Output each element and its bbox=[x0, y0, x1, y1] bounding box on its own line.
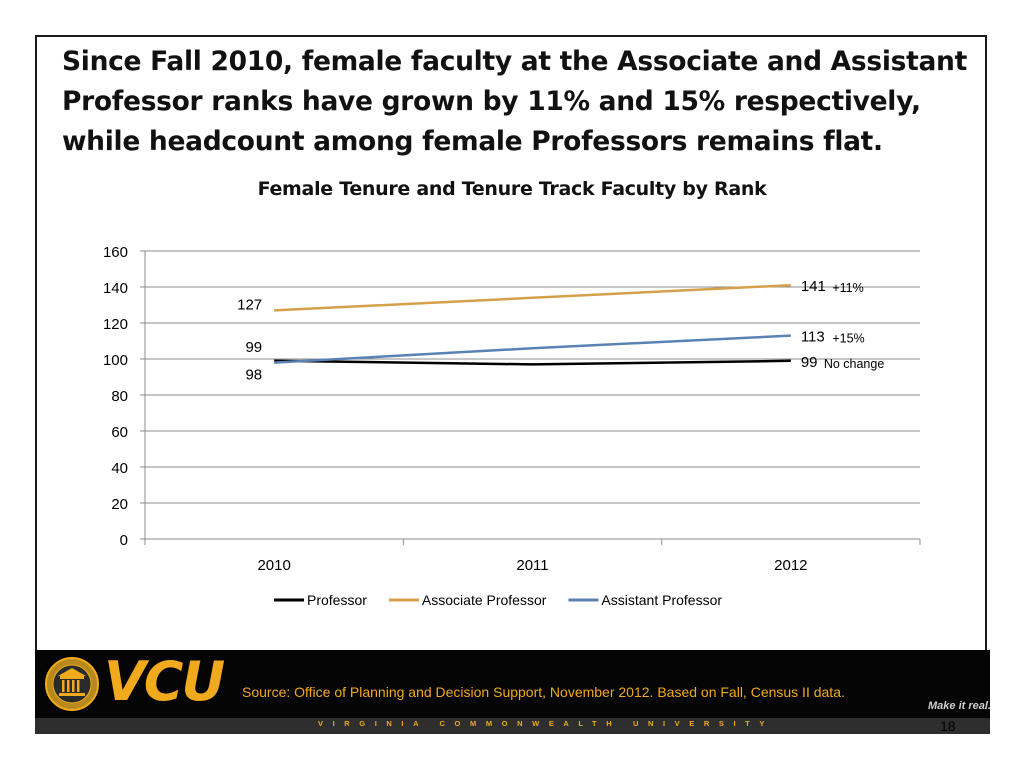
data-label-assistant-professor-start: 98 bbox=[245, 367, 262, 384]
chart-title: Female Tenure and Tenure Track Faculty b… bbox=[257, 178, 767, 200]
legend-label-associate-professor: Associate Professor bbox=[422, 592, 547, 608]
y-tick-label: 20 bbox=[111, 496, 128, 513]
footer-bar bbox=[35, 650, 990, 718]
tagline: Make it real. bbox=[928, 700, 991, 712]
y-tick-label: 80 bbox=[111, 388, 128, 405]
y-tick-label: 140 bbox=[103, 280, 128, 297]
slide-frame bbox=[35, 35, 987, 733]
data-label-professor-start: 99 bbox=[245, 339, 262, 356]
page-number: 18 bbox=[940, 718, 956, 734]
slide-headline: Since Fall 2010, female faculty at the A… bbox=[62, 46, 967, 157]
data-label-associate-professor-end: 141 bbox=[801, 278, 826, 295]
change-note-professor: No change bbox=[824, 357, 885, 371]
university-name: VIRGINIA COMMONWEALTH UNIVERSITY bbox=[318, 719, 774, 728]
data-label-associate-professor-start: 127 bbox=[237, 296, 262, 313]
y-tick-label: 60 bbox=[111, 424, 128, 441]
series-line-professor bbox=[274, 359, 791, 366]
x-tick-label: 2010 bbox=[257, 557, 290, 574]
vcu-logo-text: VCU bbox=[104, 650, 225, 713]
legend-label-professor: Professor bbox=[307, 592, 367, 608]
y-tick-label: 100 bbox=[103, 352, 128, 369]
x-tick-label: 2012 bbox=[774, 557, 807, 574]
y-tick-label: 160 bbox=[103, 244, 128, 261]
x-tick-label: 2011 bbox=[516, 557, 548, 574]
vcu-seal-logo bbox=[45, 657, 99, 711]
legend-label-assistant-professor: Assistant Professor bbox=[601, 592, 722, 608]
change-note-assistant-professor: +15% bbox=[832, 332, 864, 346]
source-note: Source: Office of Planning and Decision … bbox=[242, 684, 845, 700]
change-note-associate-professor: +11% bbox=[832, 281, 863, 295]
data-label-assistant-professor-end: 113 bbox=[801, 329, 825, 346]
series-line-assistant-professor bbox=[274, 334, 791, 364]
y-tick-label: 0 bbox=[120, 532, 128, 549]
data-label-professor-end: 99 bbox=[801, 354, 818, 371]
y-tick-label: 40 bbox=[111, 460, 128, 477]
y-tick-label: 120 bbox=[103, 316, 128, 333]
series-line-associate-professor bbox=[274, 283, 791, 312]
footer-strip bbox=[35, 718, 990, 734]
